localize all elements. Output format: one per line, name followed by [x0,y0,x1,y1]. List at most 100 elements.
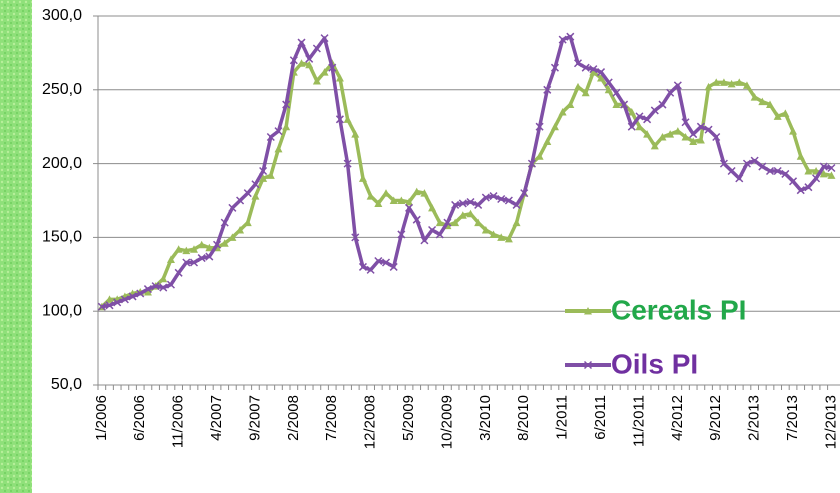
data-marker [627,122,636,131]
data-marker [620,100,629,109]
data-marker [305,60,314,69]
data-marker [742,81,751,89]
data-marker [366,265,375,274]
data-marker [197,240,206,249]
x-tick-label: 6/2006 [131,395,148,441]
x-tick-label: 11/2006 [170,395,187,448]
x-tick-label: 12/2013 [822,395,839,449]
data-marker [143,288,152,296]
legend-label: Oils PI [611,348,698,379]
data-marker [658,133,667,141]
data-marker [243,218,252,227]
data-marker [781,169,790,178]
x-tick-label: 1/2011 [554,395,571,440]
data-marker [228,203,237,212]
data-marker [389,196,398,204]
data-marker [643,115,652,124]
data-marker [589,65,598,74]
data-marker [666,88,675,97]
data-marker [489,192,498,201]
x-tick-label: 7/2013 [784,395,801,441]
data-marker [827,171,836,179]
data-marker [750,93,759,101]
data-marker [673,81,682,90]
data-marker [573,59,583,68]
data-marker [236,226,245,234]
data-marker [819,162,828,171]
data-marker [604,85,613,94]
data-marker [574,82,582,91]
data-marker [182,246,191,255]
x-tick-label: 4/2012 [669,395,686,441]
data-marker [635,112,644,121]
data-marker [428,225,437,235]
data-marker [581,63,590,72]
x-tick-label: 4/2007 [208,395,225,441]
data-marker [812,174,821,183]
data-marker [220,218,229,227]
data-marker [174,245,183,253]
side-decoration [0,0,32,493]
x-tick-label: 5/2009 [400,395,417,441]
data-marker [305,54,314,63]
data-marker [220,239,229,247]
data-marker [765,166,775,176]
x-tick-label: 2/2013 [746,395,763,441]
data-marker [689,137,698,145]
data-marker [136,289,145,298]
data-marker [550,63,559,72]
data-marker [374,256,383,266]
data-marker [512,218,521,227]
x-tick-label: 11/2011 [630,395,647,447]
data-marker [282,100,291,109]
data-marker [689,130,698,139]
data-marker [481,226,490,234]
series [97,32,836,311]
data-marker [497,194,506,204]
data-marker [297,59,306,67]
data-marker [466,197,475,207]
data-marker [405,203,414,212]
data-marker [159,283,168,292]
data-marker [796,152,805,160]
data-marker [550,122,559,131]
data-marker [190,245,198,253]
data-marker [758,97,767,106]
data-marker [259,166,268,176]
data-marker [312,76,321,85]
data-marker [335,115,344,124]
data-marker [366,192,375,200]
data-marker [673,127,682,135]
data-marker [420,189,429,197]
data-marker [658,100,667,109]
data-marker [543,137,552,145]
data-marker [251,192,260,200]
data-marker [297,38,306,47]
data-marker [382,189,390,197]
data-marker [643,130,652,138]
data-marker [251,180,260,189]
data-marker [443,218,452,227]
data-marker [712,78,721,86]
data-marker [128,292,137,301]
data-marker [566,100,575,109]
x-tick-label: 6/2011 [592,395,609,440]
data-marker [274,144,283,153]
data-marker [282,122,291,131]
y-tick-label: 250,0 [42,81,82,98]
data-marker [397,230,406,239]
data-marker [581,88,590,97]
data-marker [497,233,506,241]
data-marker [451,218,460,227]
data-marker [113,298,122,307]
data-marker [696,122,705,131]
data-marker [558,35,567,44]
data-marker [412,215,421,224]
data-marker [504,196,513,205]
data-marker [289,56,298,65]
data-marker [804,166,813,175]
data-marker [351,130,360,138]
data-marker [627,107,636,116]
data-marker [773,166,782,176]
data-marker [320,68,329,76]
